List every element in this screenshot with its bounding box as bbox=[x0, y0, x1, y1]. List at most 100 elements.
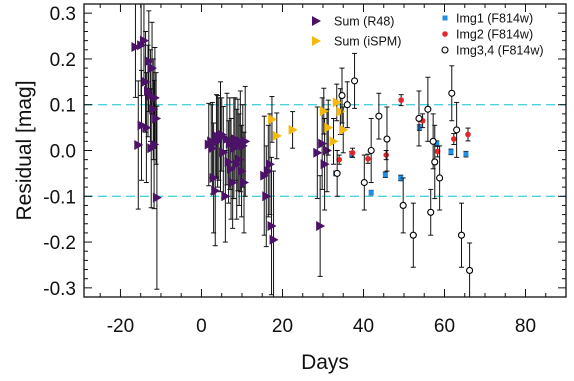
y-tick-label: 0.0 bbox=[50, 142, 76, 163]
data-point bbox=[382, 172, 388, 178]
data-point bbox=[324, 122, 334, 133]
data-point bbox=[241, 136, 251, 147]
data-point bbox=[272, 130, 282, 141]
legend: Sum (R48) Sum (iSPM) Img1 (F814w) Img2 (F81… bbox=[312, 12, 544, 58]
data-point bbox=[333, 169, 341, 177]
data-point bbox=[141, 76, 151, 87]
data-point bbox=[269, 234, 279, 245]
data-point bbox=[143, 85, 153, 96]
data-point bbox=[217, 129, 227, 140]
legend-label: Sum (iSPM) bbox=[334, 35, 401, 49]
data-point bbox=[365, 155, 371, 162]
data-point bbox=[434, 141, 440, 147]
legend-label: Img2 (F814w) bbox=[456, 28, 533, 42]
legend-marker bbox=[312, 36, 321, 46]
data-point bbox=[465, 131, 471, 138]
data-point bbox=[231, 134, 241, 145]
data-point bbox=[209, 172, 219, 183]
x-tick-label: 40 bbox=[353, 316, 374, 337]
data-point bbox=[332, 97, 342, 108]
legend-label: Img3,4 (F814w) bbox=[456, 44, 544, 58]
legend-label: Sum (R48) bbox=[334, 15, 394, 29]
data-point bbox=[463, 151, 469, 157]
data-point bbox=[221, 191, 231, 202]
data-point bbox=[211, 185, 221, 196]
data-point bbox=[316, 221, 326, 232]
data-point bbox=[222, 134, 232, 145]
data-point bbox=[208, 143, 218, 154]
data-point bbox=[367, 146, 375, 155]
data-point bbox=[351, 77, 359, 85]
data-point bbox=[448, 149, 454, 155]
data-point bbox=[227, 163, 237, 174]
legend-marker bbox=[442, 15, 448, 21]
y-tick-label: -0.1 bbox=[43, 187, 76, 208]
legend-marker bbox=[312, 16, 321, 26]
data-point bbox=[139, 35, 149, 46]
data-point bbox=[150, 139, 160, 150]
data-point bbox=[232, 159, 242, 170]
legend-marker bbox=[442, 31, 448, 37]
data-point bbox=[398, 97, 404, 103]
series-0 bbox=[131, 4, 333, 297]
series-2 bbox=[333, 124, 469, 196]
data-point bbox=[238, 140, 248, 151]
data-point bbox=[288, 124, 298, 135]
x-axis-label: Days bbox=[301, 351, 349, 374]
data-point bbox=[429, 137, 437, 145]
data-point bbox=[149, 104, 159, 115]
data-point bbox=[436, 174, 444, 182]
y-tick-label: -0.3 bbox=[43, 279, 76, 300]
y-tick-label: -0.2 bbox=[43, 233, 76, 254]
data-point bbox=[219, 147, 229, 158]
y-axis-label: Residual [mag] bbox=[13, 80, 36, 220]
data-point bbox=[399, 201, 407, 209]
data-point bbox=[236, 136, 246, 147]
data-point bbox=[134, 140, 144, 151]
data-point bbox=[313, 147, 323, 158]
data-point bbox=[466, 266, 474, 274]
data-series bbox=[131, 4, 474, 297]
data-point bbox=[451, 136, 457, 142]
data-point bbox=[409, 231, 417, 239]
data-point bbox=[383, 152, 389, 158]
data-point bbox=[329, 136, 339, 147]
legend-marker bbox=[441, 46, 449, 54]
data-point bbox=[131, 42, 141, 53]
data-point bbox=[415, 114, 423, 123]
series-1 bbox=[267, 83, 349, 165]
data-point bbox=[349, 149, 356, 156]
data-point bbox=[431, 158, 439, 166]
data-point bbox=[265, 159, 275, 170]
y-tick-label: 0.1 bbox=[50, 96, 76, 117]
series-3 bbox=[336, 94, 471, 165]
x-tick-label: -20 bbox=[107, 316, 134, 337]
series-4 bbox=[333, 52, 474, 297]
data-point bbox=[224, 156, 234, 167]
data-point bbox=[152, 113, 162, 124]
data-point bbox=[137, 40, 147, 51]
x-tick-label: 0 bbox=[196, 316, 207, 337]
data-point bbox=[318, 138, 328, 149]
data-point bbox=[336, 156, 342, 163]
y-tick-label: 0.3 bbox=[50, 4, 76, 25]
data-point bbox=[375, 112, 383, 120]
data-point bbox=[235, 154, 245, 165]
data-point bbox=[319, 106, 329, 117]
data-point bbox=[148, 63, 158, 74]
data-point bbox=[368, 190, 374, 196]
data-point bbox=[360, 178, 368, 187]
data-point bbox=[457, 231, 466, 239]
data-point bbox=[339, 124, 349, 135]
legend-label: Img1 (F814w) bbox=[456, 12, 533, 26]
data-point bbox=[343, 101, 351, 109]
x-tick-label: 20 bbox=[272, 316, 293, 337]
data-point bbox=[267, 221, 277, 232]
data-point bbox=[336, 106, 346, 117]
data-point bbox=[424, 105, 432, 113]
data-point bbox=[427, 208, 435, 216]
x-tick-label: 60 bbox=[434, 316, 455, 337]
axis-ticks: -20 0 20 40 60 80 -0.3 -0.2 -0.1 0.0 0.1 0.2 0.3 bbox=[43, 3, 567, 337]
data-point bbox=[144, 56, 154, 67]
